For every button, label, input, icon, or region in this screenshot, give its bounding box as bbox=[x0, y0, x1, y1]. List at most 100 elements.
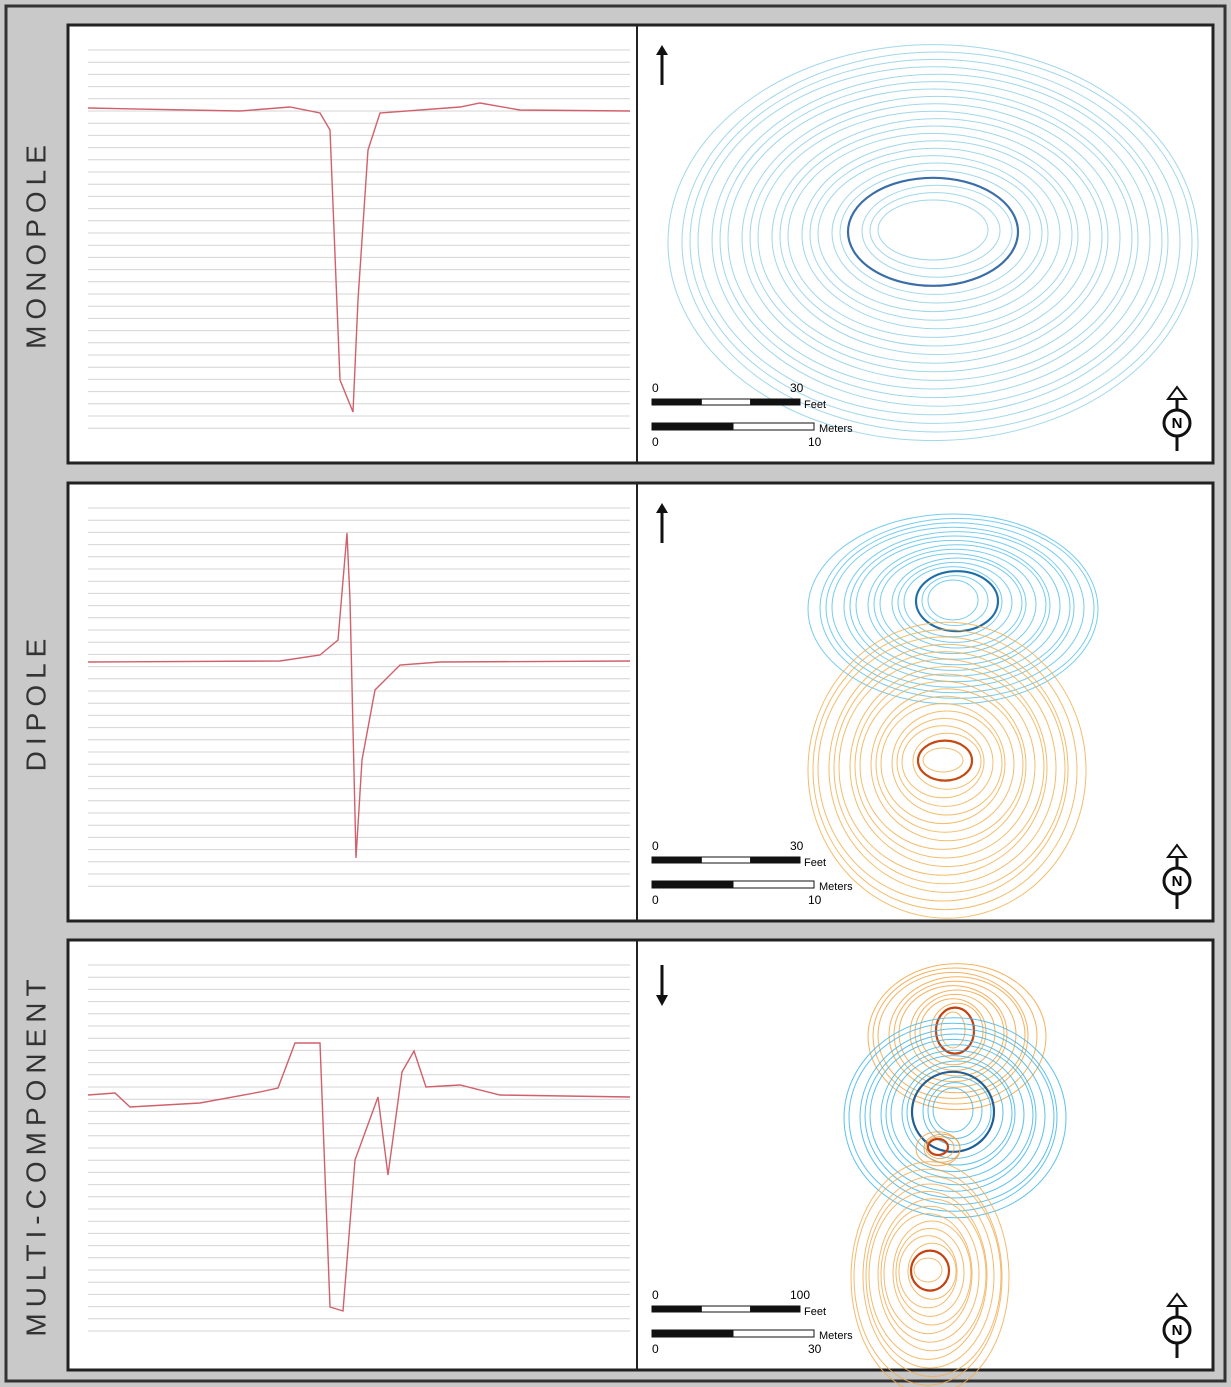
contour bbox=[879, 553, 1027, 655]
contour bbox=[859, 1028, 1055, 1206]
contour bbox=[898, 985, 1008, 1083]
contour bbox=[890, 1055, 1016, 1173]
scale-tick-label: 0 bbox=[652, 435, 659, 449]
scale-unit: Meters bbox=[819, 1330, 853, 1342]
north-arrow-head bbox=[656, 45, 668, 55]
contour bbox=[885, 1049, 1025, 1179]
contour bbox=[867, 963, 1047, 1111]
contour bbox=[891, 557, 1023, 649]
contour bbox=[877, 1198, 987, 1352]
profile-line bbox=[87, 1042, 631, 1312]
contour bbox=[865, 1183, 995, 1369]
contour-map bbox=[667, 44, 1199, 442]
panel-label: DIPOLE bbox=[20, 633, 51, 772]
contour bbox=[667, 44, 1199, 442]
contour bbox=[913, 1257, 943, 1283]
contour bbox=[868, 1190, 988, 1360]
north-symbol-circle bbox=[1162, 866, 1192, 896]
scale-tick-label: 100 bbox=[790, 1288, 810, 1302]
scale-segment bbox=[651, 422, 734, 431]
scale-unit: Feet bbox=[804, 857, 826, 869]
contour bbox=[877, 971, 1029, 1099]
contour-map bbox=[807, 513, 1099, 919]
contour bbox=[689, 58, 1181, 424]
scale-tick-label: 30 bbox=[790, 839, 804, 853]
contour bbox=[880, 1205, 980, 1343]
contour bbox=[888, 976, 1026, 1094]
contour bbox=[915, 1131, 961, 1167]
scale-segment bbox=[732, 422, 815, 431]
north-symbol-label: N bbox=[1172, 1322, 1183, 1339]
north-symbol-circle bbox=[1162, 1315, 1192, 1345]
contour bbox=[912, 732, 982, 790]
contour bbox=[869, 192, 1001, 270]
contour bbox=[919, 998, 987, 1066]
contour bbox=[828, 643, 1066, 893]
contour bbox=[926, 1137, 950, 1157]
contour bbox=[922, 747, 964, 773]
scale-segment bbox=[732, 880, 815, 889]
scale-tick-label: 0 bbox=[652, 839, 659, 853]
scale-segment bbox=[651, 880, 734, 889]
contour bbox=[681, 51, 1193, 433]
contour bbox=[909, 989, 1005, 1077]
scale-unit: Meters bbox=[819, 423, 853, 435]
scale-tick-label: 0 bbox=[652, 381, 659, 395]
contour bbox=[801, 140, 1073, 330]
scale-segment bbox=[750, 1305, 801, 1313]
scale-tick-label: 0 bbox=[652, 1288, 659, 1302]
contour bbox=[864, 1033, 1046, 1199]
contour bbox=[719, 81, 1151, 399]
contour bbox=[873, 548, 1037, 660]
profile-line bbox=[87, 532, 631, 859]
contour bbox=[892, 1220, 972, 1326]
contour bbox=[812, 629, 1078, 911]
contour bbox=[846, 176, 1020, 287]
contour bbox=[870, 688, 1024, 842]
contour bbox=[849, 535, 1061, 677]
contour bbox=[833, 651, 1057, 885]
contour bbox=[727, 88, 1139, 390]
contour bbox=[916, 739, 974, 782]
contour bbox=[807, 621, 1087, 919]
contour bbox=[869, 1038, 1037, 1192]
contour bbox=[862, 1176, 1002, 1378]
scale-segment bbox=[700, 856, 752, 864]
scale-unit: Feet bbox=[804, 1306, 826, 1318]
contour bbox=[817, 155, 1049, 313]
panel: MULTI-COMPONENT 0 100 Feet Meters 0 30 N bbox=[20, 938, 1215, 1387]
contour bbox=[883, 1213, 973, 1335]
contour bbox=[839, 169, 1031, 295]
contour bbox=[831, 162, 1043, 304]
contour bbox=[831, 526, 1075, 688]
north-symbol-circle bbox=[1162, 408, 1192, 438]
contour-map bbox=[843, 963, 1067, 1387]
contour bbox=[817, 636, 1069, 902]
scale-unit: Meters bbox=[819, 881, 853, 893]
panel-label: MULTI-COMPONENT bbox=[20, 973, 51, 1336]
north-symbol-head bbox=[1166, 1292, 1188, 1307]
contour bbox=[901, 725, 985, 799]
contour bbox=[930, 1002, 984, 1060]
contour bbox=[749, 103, 1121, 373]
scale-unit: Feet bbox=[804, 399, 826, 411]
contour bbox=[898, 1235, 958, 1309]
contour bbox=[854, 673, 1036, 859]
scale-tick-label: 30 bbox=[790, 381, 804, 395]
contour bbox=[855, 539, 1051, 671]
scale-segment bbox=[750, 856, 801, 864]
contour bbox=[903, 566, 1003, 638]
scale-segment bbox=[651, 1329, 734, 1338]
south-arrow-head bbox=[656, 995, 668, 1006]
panel-label: MONOPOLE bbox=[20, 139, 51, 349]
contour bbox=[922, 1076, 992, 1146]
scale-tick-label: 0 bbox=[652, 893, 659, 907]
contour bbox=[843, 1017, 1067, 1219]
contour bbox=[843, 531, 1071, 683]
contour bbox=[838, 658, 1048, 876]
contour bbox=[825, 522, 1085, 694]
north-arrow-head bbox=[656, 503, 668, 513]
